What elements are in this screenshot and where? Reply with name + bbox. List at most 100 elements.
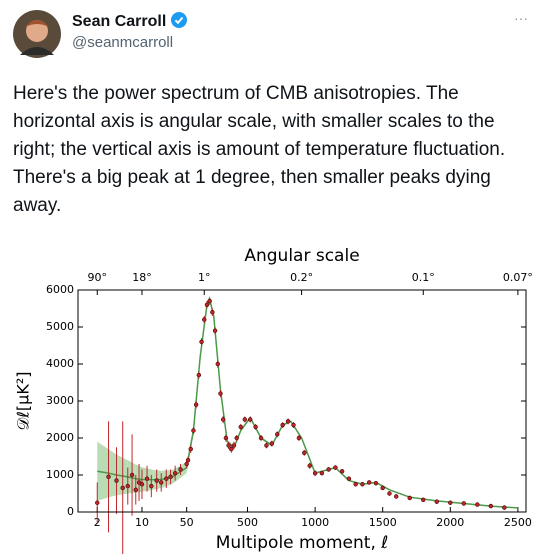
y-tick-label: 0 (67, 505, 74, 518)
y-tick-label: 3000 (46, 394, 74, 407)
data-point (407, 495, 412, 501)
y-tick-label: 4000 (46, 357, 74, 370)
data-point (172, 470, 178, 476)
chart-title: Angular scale (244, 246, 359, 266)
data-point (448, 500, 453, 505)
data-point (291, 422, 296, 428)
cosmic-variance-band (108, 449, 117, 498)
data-point (234, 435, 239, 441)
x-tick-label: 2000 (436, 516, 464, 529)
x-tick-label: 500 (237, 516, 258, 529)
data-point (114, 478, 119, 483)
y-tick-label: 5000 (46, 320, 74, 333)
data-point (207, 298, 212, 304)
data-point (133, 487, 138, 493)
data-point (253, 424, 258, 430)
data-point (387, 491, 392, 496)
data-point (168, 474, 173, 480)
data-point (106, 474, 111, 480)
x-axis-label: Multipole moment, ℓ (216, 533, 389, 553)
data-point (210, 309, 215, 315)
data-point (333, 465, 338, 470)
data-point (223, 435, 229, 441)
data-point (144, 476, 150, 481)
data-point (238, 424, 243, 430)
data-point (196, 372, 202, 378)
data-point (178, 467, 183, 472)
data-point (229, 446, 234, 452)
data-point (312, 470, 318, 476)
data-point (218, 391, 223, 396)
data-point (346, 476, 352, 481)
author-name-text: Sean Carroll (72, 13, 167, 30)
y-tick-label: 2000 (46, 431, 74, 444)
data-point (373, 480, 379, 486)
data-point (149, 483, 154, 489)
x-tick-label: 1500 (369, 516, 397, 529)
top-tick-label: 90° (88, 271, 108, 284)
data-point (129, 472, 135, 478)
x-tick-label: 10 (135, 516, 149, 529)
cosmic-variance-band (97, 441, 109, 501)
data-point (164, 476, 169, 481)
data-point (488, 503, 494, 509)
data-point (159, 480, 164, 485)
data-point (421, 497, 426, 502)
data-point (353, 482, 358, 487)
data-point (202, 317, 207, 322)
x-tick-label: 1000 (301, 516, 329, 529)
data-point (264, 443, 269, 448)
author-handle[interactable]: @seanmcarroll (72, 34, 174, 51)
data-point (188, 446, 193, 452)
data-point (394, 494, 399, 499)
data-point (242, 417, 248, 422)
data-point (204, 302, 210, 308)
data-point (502, 505, 507, 510)
data-point (434, 499, 439, 504)
top-tick-label: 0.2° (290, 271, 313, 284)
data-point (461, 501, 467, 506)
top-tick-label: 1° (198, 271, 211, 284)
y-axis-label: 𝒟ℓ[μK²] (14, 372, 33, 431)
data-point (258, 435, 264, 441)
chart: Angular scale Multipole moment, ℓ 𝒟ℓ[μK²] 0… (14, 246, 533, 554)
data-point (302, 450, 307, 456)
y-tick-label: 6000 (46, 283, 74, 296)
avatar[interactable] (12, 9, 62, 59)
data-point (307, 463, 312, 468)
data-point (275, 432, 280, 437)
data-point (212, 328, 218, 333)
data-point (319, 470, 325, 476)
data-point (185, 458, 191, 463)
data-point (296, 435, 302, 441)
data-point (231, 443, 237, 448)
verified-badge (170, 12, 187, 28)
data-point (120, 485, 125, 491)
more-button[interactable]: ··· (514, 10, 528, 26)
top-tick-label: 0.07° (503, 271, 533, 284)
y-tick-label: 1000 (46, 468, 74, 481)
data-point (285, 419, 291, 424)
data-point (366, 480, 372, 485)
top-tick-label: 0.1° (412, 271, 435, 284)
data-point (380, 485, 385, 491)
x-tick-label: 50 (180, 516, 194, 529)
data-point (95, 500, 100, 505)
top-tick-label: 18° (132, 271, 152, 284)
data-point (226, 443, 231, 448)
data-point (339, 469, 345, 474)
data-point (215, 361, 220, 367)
tweet-text: Here's the power spectrum of CMB anisotr… (13, 83, 506, 216)
data-point (248, 417, 253, 422)
data-point (475, 502, 480, 507)
data-point (125, 483, 130, 489)
data-point (199, 339, 204, 345)
data-point (191, 428, 196, 433)
data-point (154, 478, 159, 483)
cosmic-variance-band (116, 454, 128, 496)
data-point (326, 467, 331, 472)
data-point (139, 482, 145, 487)
data-point (193, 402, 199, 407)
author-name[interactable]: Sean Carroll (72, 12, 187, 31)
